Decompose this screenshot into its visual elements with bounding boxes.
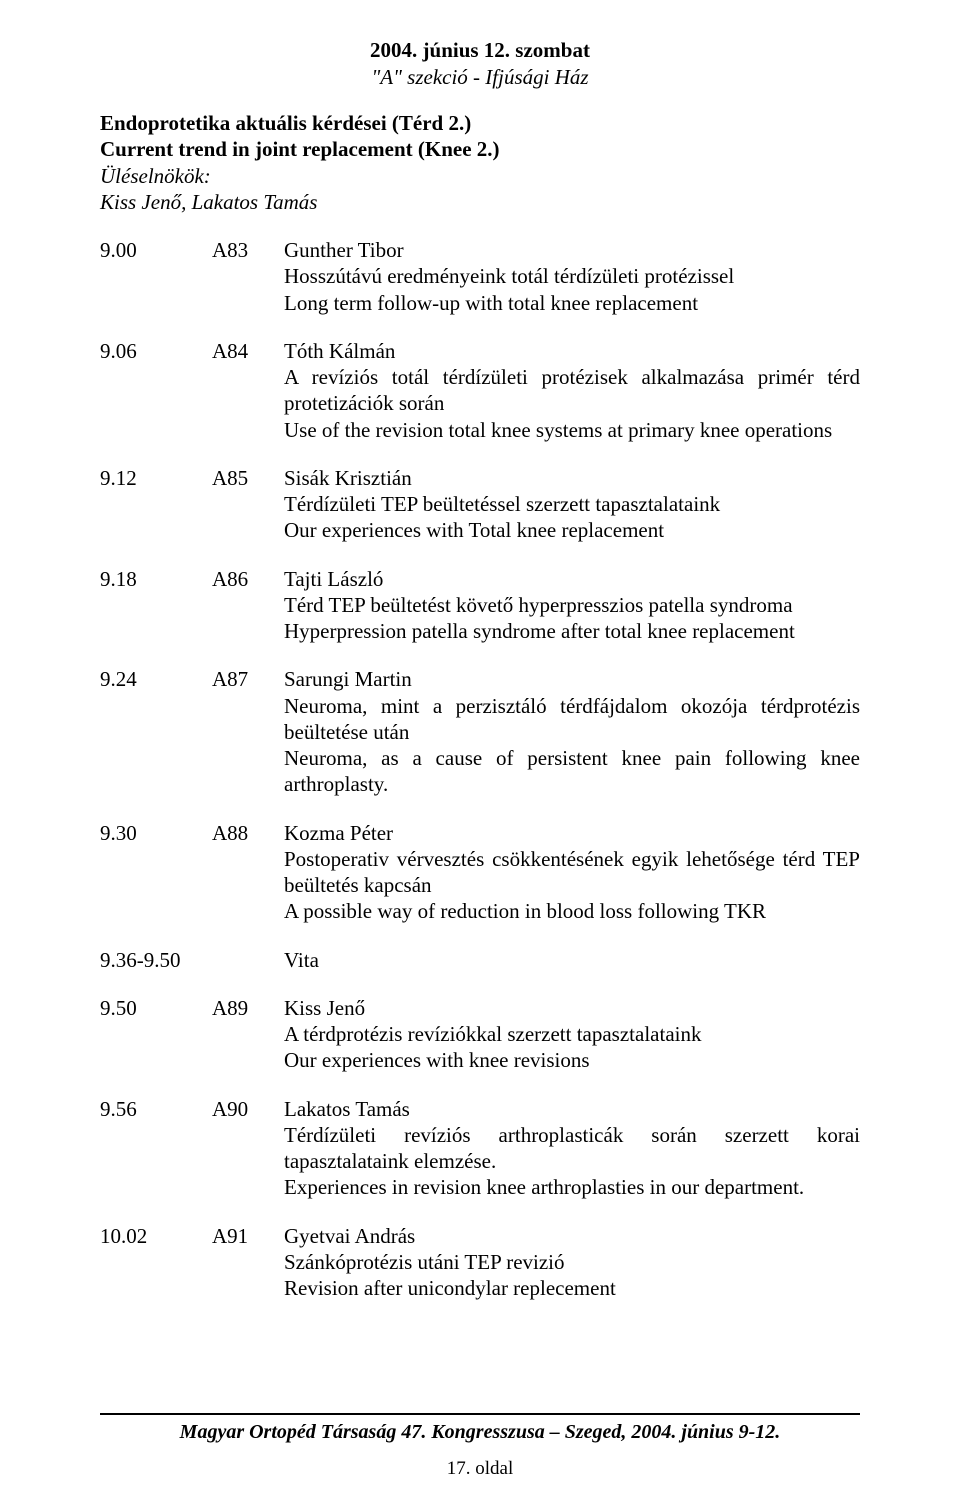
entry-title-hu: Hosszútávú eredményeink totál térdízület… <box>284 263 860 289</box>
entry-title-hu: Szánkóprotézis utáni TEP revizió <box>284 1249 860 1275</box>
vita-row: 9.36-9.50 Vita <box>100 947 860 973</box>
entry-author: Tóth Kálmán <box>284 338 860 364</box>
entry-content: Tajti László Térd TEP beültetést követő … <box>284 566 860 645</box>
date-header: 2004. június 12. szombat <box>100 38 860 63</box>
entry-code: A86 <box>212 566 284 645</box>
entry-content: Gunther Tibor Hosszútávú eredményeink to… <box>284 237 860 316</box>
entry-title-hu: Térd TEP beültetést követő hyperpresszio… <box>284 592 860 618</box>
entry-time: 9.12 <box>100 465 212 544</box>
program-entry: 9.12 A85 Sisák Krisztián Térdízületi TEP… <box>100 465 860 544</box>
entry-title-hu: Térdízületi revíziós arthroplasticák sor… <box>284 1122 860 1175</box>
entry-author: Tajti László <box>284 566 860 592</box>
entry-title-hu: Neuroma, mint a perzisztáló térdfájdalom… <box>284 693 860 746</box>
entry-title-en: Revision after unicondylar replecement <box>284 1275 860 1301</box>
section-header: "A" szekció - Ifjúsági Ház <box>100 65 860 90</box>
entry-code: A88 <box>212 820 284 925</box>
entry-title-en: Experiences in revision knee arthroplast… <box>284 1174 860 1200</box>
program-entry: 9.00 A83 Gunther Tibor Hosszútávú eredmé… <box>100 237 860 316</box>
entry-title-en: Neuroma, as a cause of persistent knee p… <box>284 745 860 798</box>
entry-content: Kozma Péter Postoperativ vérvesztés csök… <box>284 820 860 925</box>
page-number: 17. oldal <box>0 1458 960 1480</box>
entry-time: 10.02 <box>100 1223 212 1302</box>
entry-title-en: Long term follow-up with total knee repl… <box>284 290 860 316</box>
entry-title-hu: A térdprotézis revíziókkal szerzett tapa… <box>284 1021 860 1047</box>
entry-author: Sisák Krisztián <box>284 465 860 491</box>
entry-time: 9.18 <box>100 566 212 645</box>
entry-time: 9.00 <box>100 237 212 316</box>
session-title-hu: Endoprotetika aktuális kérdései (Térd 2.… <box>100 110 860 136</box>
entry-title-en: Our experiences with knee revisions <box>284 1047 860 1073</box>
entry-title-en: A possible way of reduction in blood los… <box>284 898 860 924</box>
entry-title-hu: A revíziós totál térdízületi protézisek … <box>284 364 860 417</box>
entry-content: Kiss Jenő A térdprotézis revíziókkal sze… <box>284 995 860 1074</box>
entry-author: Sarungi Martin <box>284 666 860 692</box>
entry-time: 9.06 <box>100 338 212 443</box>
page-footer: Magyar Ortopéd Társaság 47. Kongresszusa… <box>100 1413 860 1444</box>
footer-divider <box>100 1413 860 1415</box>
entry-author: Lakatos Tamás <box>284 1096 860 1122</box>
entry-content: Sisák Krisztián Térdízületi TEP beülteté… <box>284 465 860 544</box>
program-entry: 10.02 A91 Gyetvai András Szánkóprotézis … <box>100 1223 860 1302</box>
vita-label: Vita <box>284 947 319 973</box>
program-entry: 9.06 A84 Tóth Kálmán A revíziós totál té… <box>100 338 860 443</box>
entry-code: A84 <box>212 338 284 443</box>
entry-code: A90 <box>212 1096 284 1201</box>
entry-author: Gyetvai András <box>284 1223 860 1249</box>
entry-author: Gunther Tibor <box>284 237 860 263</box>
session-title-en: Current trend in joint replacement (Knee… <box>100 136 860 162</box>
entry-code: A83 <box>212 237 284 316</box>
chairs-label: Üléselnökök: <box>100 163 860 189</box>
entry-code: A89 <box>212 995 284 1074</box>
program-entry: 9.50 A89 Kiss Jenő A térdprotézis revízi… <box>100 995 860 1074</box>
program-entry: 9.56 A90 Lakatos Tamás Térdízületi revíz… <box>100 1096 860 1201</box>
entry-title-en: Our experiences with Total knee replacem… <box>284 517 860 543</box>
entry-title-hu: Térdízületi TEP beültetéssel szerzett ta… <box>284 491 860 517</box>
entry-title-en: Hyperpression patella syndrome after tot… <box>284 618 860 644</box>
chairs-names: Kiss Jenő, Lakatos Tamás <box>100 189 860 215</box>
entry-content: Tóth Kálmán A revíziós totál térdízületi… <box>284 338 860 443</box>
entry-content: Lakatos Tamás Térdízületi revíziós arthr… <box>284 1096 860 1201</box>
entry-time: 9.56 <box>100 1096 212 1201</box>
entry-code: A91 <box>212 1223 284 1302</box>
vita-time: 9.36-9.50 <box>100 947 284 973</box>
entry-time: 9.30 <box>100 820 212 925</box>
entry-time: 9.24 <box>100 666 212 797</box>
entry-content: Sarungi Martin Neuroma, mint a perzisztá… <box>284 666 860 797</box>
entry-author: Kiss Jenő <box>284 995 860 1021</box>
program-entry: 9.18 A86 Tajti László Térd TEP beültetés… <box>100 566 860 645</box>
entry-title-en: Use of the revision total knee systems a… <box>284 417 860 443</box>
entry-content: Gyetvai András Szánkóprotézis utáni TEP … <box>284 1223 860 1302</box>
entry-title-hu: Postoperativ vérvesztés csökkentésének e… <box>284 846 860 899</box>
entry-time: 9.50 <box>100 995 212 1074</box>
entry-code: A87 <box>212 666 284 797</box>
program-entry: 9.30 A88 Kozma Péter Postoperativ vérves… <box>100 820 860 925</box>
footer-text: Magyar Ortopéd Társaság 47. Kongresszusa… <box>100 1421 860 1444</box>
program-entry: 9.24 A87 Sarungi Martin Neuroma, mint a … <box>100 666 860 797</box>
entry-author: Kozma Péter <box>284 820 860 846</box>
entry-code: A85 <box>212 465 284 544</box>
